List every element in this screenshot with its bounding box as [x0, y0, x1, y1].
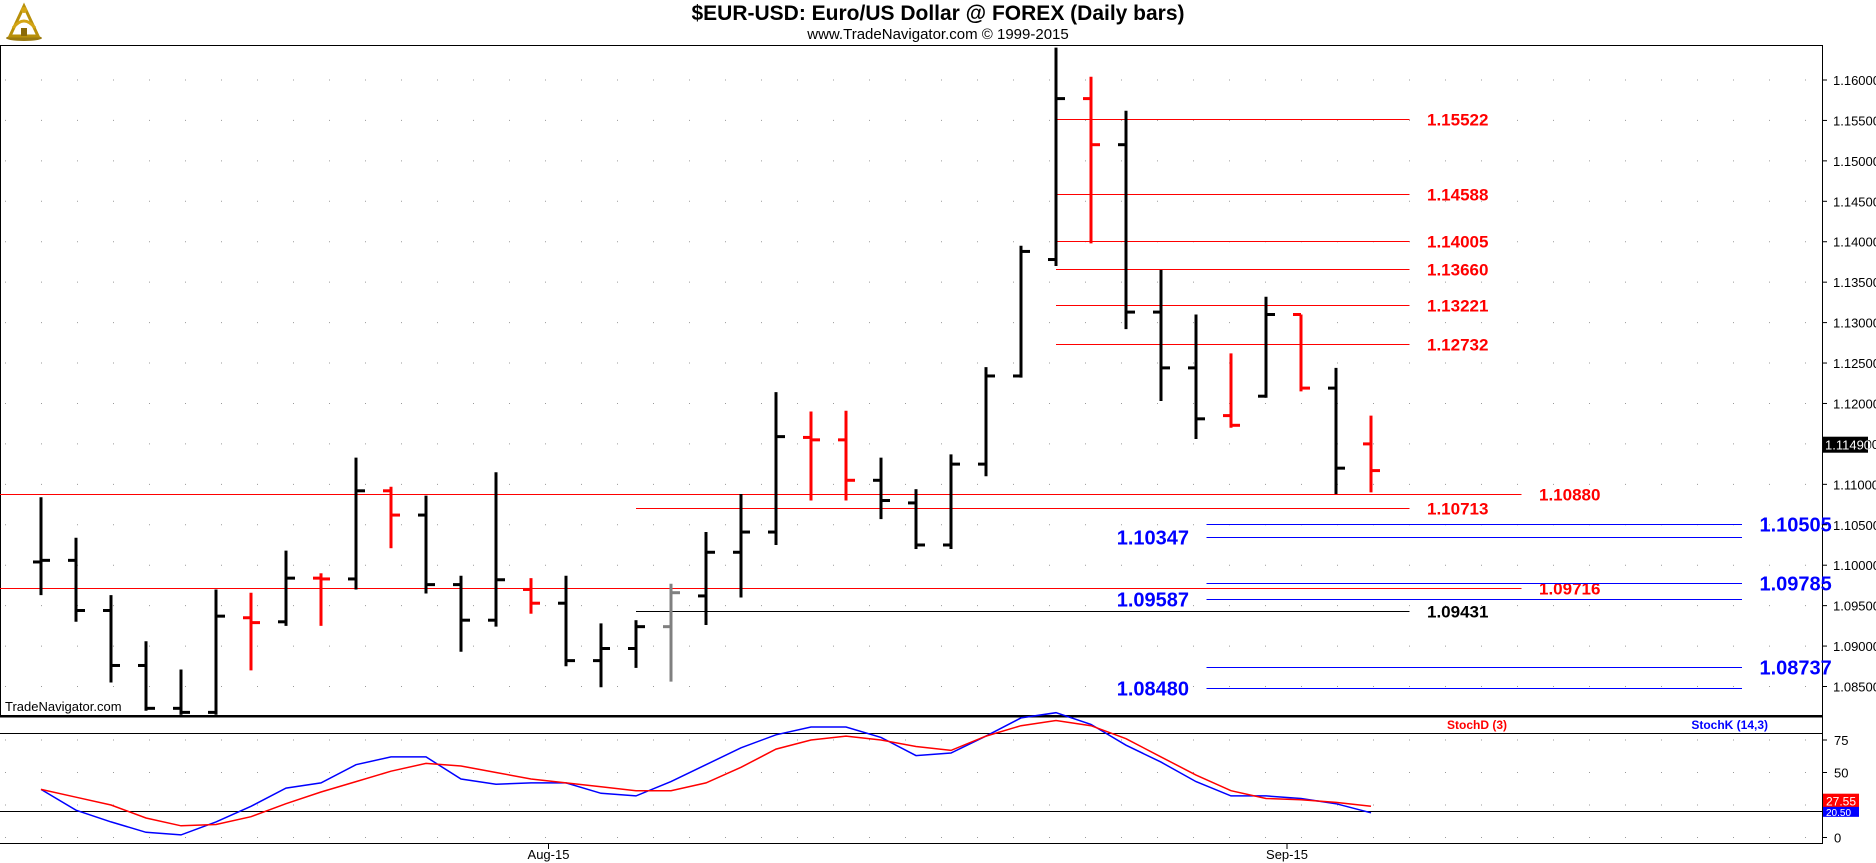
price-bar — [1048, 47, 1065, 266]
price-bar — [33, 497, 50, 596]
price-bar — [943, 454, 960, 550]
stochastic-line — [40, 719, 1372, 827]
level-label: 1.14005 — [1427, 233, 1488, 252]
level-label: 1.09785 — [1760, 574, 1832, 596]
stochd-value: 27.55 — [1826, 795, 1856, 809]
level-label: 1.12732 — [1427, 336, 1488, 355]
price-bar — [348, 457, 365, 590]
price-bar — [523, 578, 540, 614]
price-tick-label: 1.14000 — [1833, 235, 1876, 250]
price-bar — [173, 669, 190, 715]
last-price-badge — [1823, 436, 1868, 453]
price-bar — [978, 367, 995, 477]
price-bar — [1258, 296, 1275, 398]
price-bar — [908, 489, 925, 550]
price-bar — [768, 392, 785, 545]
price-bar — [68, 537, 85, 622]
sextant-logo-icon — [6, 2, 42, 41]
price-tick-label: 1.12500 — [1833, 356, 1876, 371]
level-label: 1.10713 — [1427, 500, 1488, 519]
price-bar — [453, 575, 470, 652]
price-tick-label: 1.15000 — [1833, 154, 1876, 169]
price-bars — [33, 47, 1380, 715]
level-label: 1.09716 — [1539, 580, 1600, 599]
price-axis: 1.08500 1.09000 1.09500 1.10000 1.10500 1.110… — [1822, 73, 1876, 695]
level-label: 1.10880 — [1539, 486, 1600, 505]
price-bar — [558, 575, 575, 667]
level-label: 1.10505 — [1760, 515, 1832, 537]
price-tick-label: 1.08500 — [1833, 680, 1876, 695]
price-bar — [208, 589, 225, 715]
level-label: 1.10347 — [1117, 528, 1189, 550]
level-label: 1.09431 — [1427, 603, 1488, 622]
price-bar — [138, 641, 155, 711]
price-bar — [1223, 353, 1240, 428]
chart-title: $EUR-USD: Euro/US Dollar @ FOREX (Daily … — [691, 2, 1185, 25]
level-label: 1.08480 — [1117, 679, 1189, 701]
osc-tick-label: 75 — [1834, 733, 1848, 748]
price-tick-label: 1.14500 — [1833, 194, 1876, 209]
stochk-badge — [1823, 806, 1859, 817]
level-label: 1.15522 — [1427, 111, 1488, 130]
price-bar — [628, 620, 645, 668]
price-tick-label: 1.13000 — [1833, 316, 1876, 331]
price-tick-label: 1.09000 — [1833, 639, 1876, 654]
last-price-label: 1.11490 — [1825, 438, 1871, 453]
level-label: 1.13221 — [1427, 297, 1488, 316]
time-tick-label: Aug-15 — [528, 847, 570, 862]
legend-stochd: StochD (3) — [1447, 718, 1507, 732]
price-tick-label: 1.10500 — [1833, 518, 1876, 533]
price-bar — [103, 595, 120, 683]
price-bar — [243, 592, 260, 671]
price-bar — [873, 457, 890, 520]
price-bar — [1013, 245, 1030, 378]
price-bar — [1363, 415, 1380, 493]
chart-subtitle: www.TradeNavigator.com © 1999-2015 — [807, 26, 1069, 43]
grid-dots — [5, 79, 1818, 838]
price-bar — [698, 532, 715, 626]
price-tick-label: 1.09500 — [1833, 599, 1876, 614]
level-label: 1.14588 — [1427, 186, 1488, 205]
price-bar — [593, 623, 610, 688]
price-tick-label: 1.16000 — [1833, 73, 1876, 88]
price-bar — [1188, 314, 1205, 440]
time-tick-label: Sep-15 — [1266, 847, 1308, 862]
level-label: 1.09587 — [1117, 590, 1189, 612]
chart-header: $EUR-USD: Euro/US Dollar @ FOREX (Daily … — [0, 0, 1876, 46]
price-bar — [488, 472, 505, 627]
level-label: 1.08737 — [1760, 658, 1832, 680]
price-bar — [803, 411, 820, 501]
price-bar — [278, 550, 295, 626]
stochd-badge — [1823, 793, 1859, 808]
price-tick-label: 1.15500 — [1833, 113, 1876, 128]
time-axis: Aug-15 Sep-15 — [528, 843, 1308, 862]
price-tick-label: 1.12000 — [1833, 396, 1876, 411]
price-tick-label: 1.10000 — [1833, 558, 1876, 573]
price-bar — [383, 486, 400, 549]
price-bar — [1118, 110, 1135, 330]
price-bar — [1293, 313, 1310, 392]
stochk-value: 20.50 — [1826, 808, 1851, 819]
legend-stochk: StochK (14,3) — [1691, 718, 1768, 732]
price-tick-label: 1.11000 — [1833, 477, 1876, 492]
price-bar — [1153, 270, 1170, 402]
price-bar — [1083, 76, 1100, 244]
stochastic-line — [40, 711, 1372, 836]
price-panel-frame — [0, 45, 1823, 716]
watermark: TradeNavigator.com — [5, 699, 122, 714]
osc-tick-label: 0 — [1834, 831, 1841, 846]
level-lines: 1.15522 1.14588 1.14005 1.13660 1.13221 1.127… — [0, 111, 1832, 701]
price-bar — [733, 494, 750, 598]
price-bar — [663, 583, 680, 682]
level-label: 1.13660 — [1427, 261, 1488, 280]
price-bar — [1328, 367, 1345, 495]
price-bar — [418, 495, 435, 594]
osc-tick-label: 50 — [1834, 766, 1848, 781]
price-tick-label: 1.13500 — [1833, 275, 1876, 290]
price-bar — [313, 573, 330, 626]
price-bar — [838, 410, 855, 501]
